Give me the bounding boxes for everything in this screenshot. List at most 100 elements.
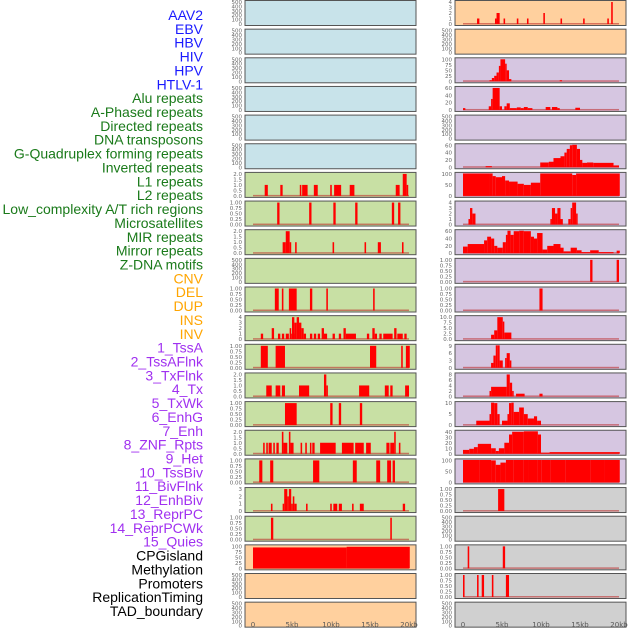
y-tick-label: 300: [442, 525, 453, 531]
bar: [386, 442, 390, 454]
y-tick-label: 200: [232, 156, 243, 162]
track-panel: 0.000.250.500.751.00: [230, 286, 417, 315]
y-tick-label: 400: [442, 119, 453, 125]
bar: [523, 431, 538, 454]
bar: [281, 288, 284, 311]
y-tick-label: 0.5: [233, 246, 242, 252]
bar: [283, 442, 288, 454]
y-tick-label: 1.00: [440, 287, 453, 293]
y-tick-label: 0: [239, 595, 243, 601]
bar: [476, 420, 490, 426]
y-tick-label: 20: [445, 158, 452, 164]
track-label: TAD_boundary: [110, 603, 203, 619]
bar: [301, 328, 304, 340]
bar: [288, 431, 291, 454]
y-tick-label: 2.0: [233, 172, 242, 178]
y-tick-label: 100: [232, 104, 243, 110]
bar: [397, 333, 403, 340]
x-tick-label: 0: [251, 621, 255, 629]
bar: [551, 107, 558, 110]
bar: [598, 252, 614, 254]
y-tick-label: 4: [239, 315, 243, 321]
track-label: Low_complexity A/T rich regions: [3, 201, 204, 217]
bar: [401, 345, 403, 368]
panel-background: [454, 487, 627, 514]
bar: [509, 181, 518, 196]
y-tick-label: 1.00: [230, 344, 243, 350]
track-panels: 0100200300400500010020030040050001002003…: [230, 0, 627, 630]
track-panel: 0.000.250.500.751.00: [230, 401, 417, 429]
bar: [583, 18, 585, 24]
track-panel: 0.000.250.500.751.00: [230, 515, 417, 544]
bar: [493, 355, 496, 368]
bar: [405, 385, 409, 397]
bar: [292, 496, 295, 512]
panel-background: [244, 286, 417, 313]
bar: [607, 18, 609, 24]
track-label: 2_TssAFlnk: [131, 354, 204, 370]
y-tick-label: 1.00: [230, 201, 243, 207]
bar: [541, 452, 550, 454]
bar: [402, 173, 407, 196]
bar: [491, 98, 493, 110]
bar: [523, 184, 531, 196]
y-tick-label: 500: [232, 86, 243, 92]
y-tick-label: 3: [449, 6, 453, 12]
y-tick-label: 0.75: [440, 263, 453, 269]
y-tick-label: 3: [239, 321, 243, 327]
bar: [491, 238, 495, 254]
bar: [489, 173, 493, 196]
y-tick-label: 2: [239, 494, 243, 500]
bar: [505, 575, 510, 597]
y-tick-label: 6: [449, 351, 453, 357]
bar: [289, 328, 292, 340]
bar: [463, 575, 465, 597]
bar: [341, 442, 354, 454]
bar: [366, 333, 370, 340]
y-tick-label: 75: [445, 63, 452, 69]
track-label: 4_Tx: [172, 381, 203, 397]
bar: [513, 231, 520, 254]
track-label: Promoters: [138, 575, 203, 591]
y-tick-label: 0.0: [233, 251, 242, 257]
y-tick-label: 2: [239, 326, 243, 332]
bar: [280, 184, 283, 196]
y-tick-label: 0.25: [440, 504, 453, 510]
y-tick-label: 300: [232, 582, 243, 588]
bar: [305, 442, 307, 454]
bar: [352, 503, 354, 512]
track-panel: 0.02.55.07.510.0: [440, 315, 627, 343]
bar: [557, 108, 560, 110]
y-tick-label: 0.50: [440, 555, 453, 561]
bar: [511, 402, 514, 426]
bar: [364, 242, 367, 254]
y-tick-label: 0.00: [440, 566, 453, 572]
bar: [509, 108, 517, 110]
bar: [330, 403, 333, 426]
bar: [496, 13, 500, 24]
panel-background: [454, 515, 627, 542]
bar: [481, 575, 485, 597]
y-tick-label: 300: [232, 267, 243, 273]
panel-background: [244, 229, 417, 256]
y-tick-label: 400: [232, 262, 243, 268]
track-panel: 0 5 10: [445, 401, 627, 429]
bar: [537, 434, 541, 454]
bar: [509, 403, 512, 426]
bar: [390, 517, 392, 540]
bar: [519, 230, 524, 254]
bar: [590, 250, 599, 254]
bar: [513, 459, 524, 483]
bar: [549, 452, 620, 454]
bar: [504, 106, 507, 110]
bar: [526, 18, 529, 24]
bar: [503, 18, 506, 24]
y-tick-label: 0: [239, 280, 243, 286]
bar: [467, 546, 470, 569]
y-tick-label: 100: [442, 172, 453, 178]
bar: [463, 108, 466, 110]
bar: [374, 333, 378, 340]
track-panel: 0.00.51.01.52.0: [233, 372, 417, 400]
